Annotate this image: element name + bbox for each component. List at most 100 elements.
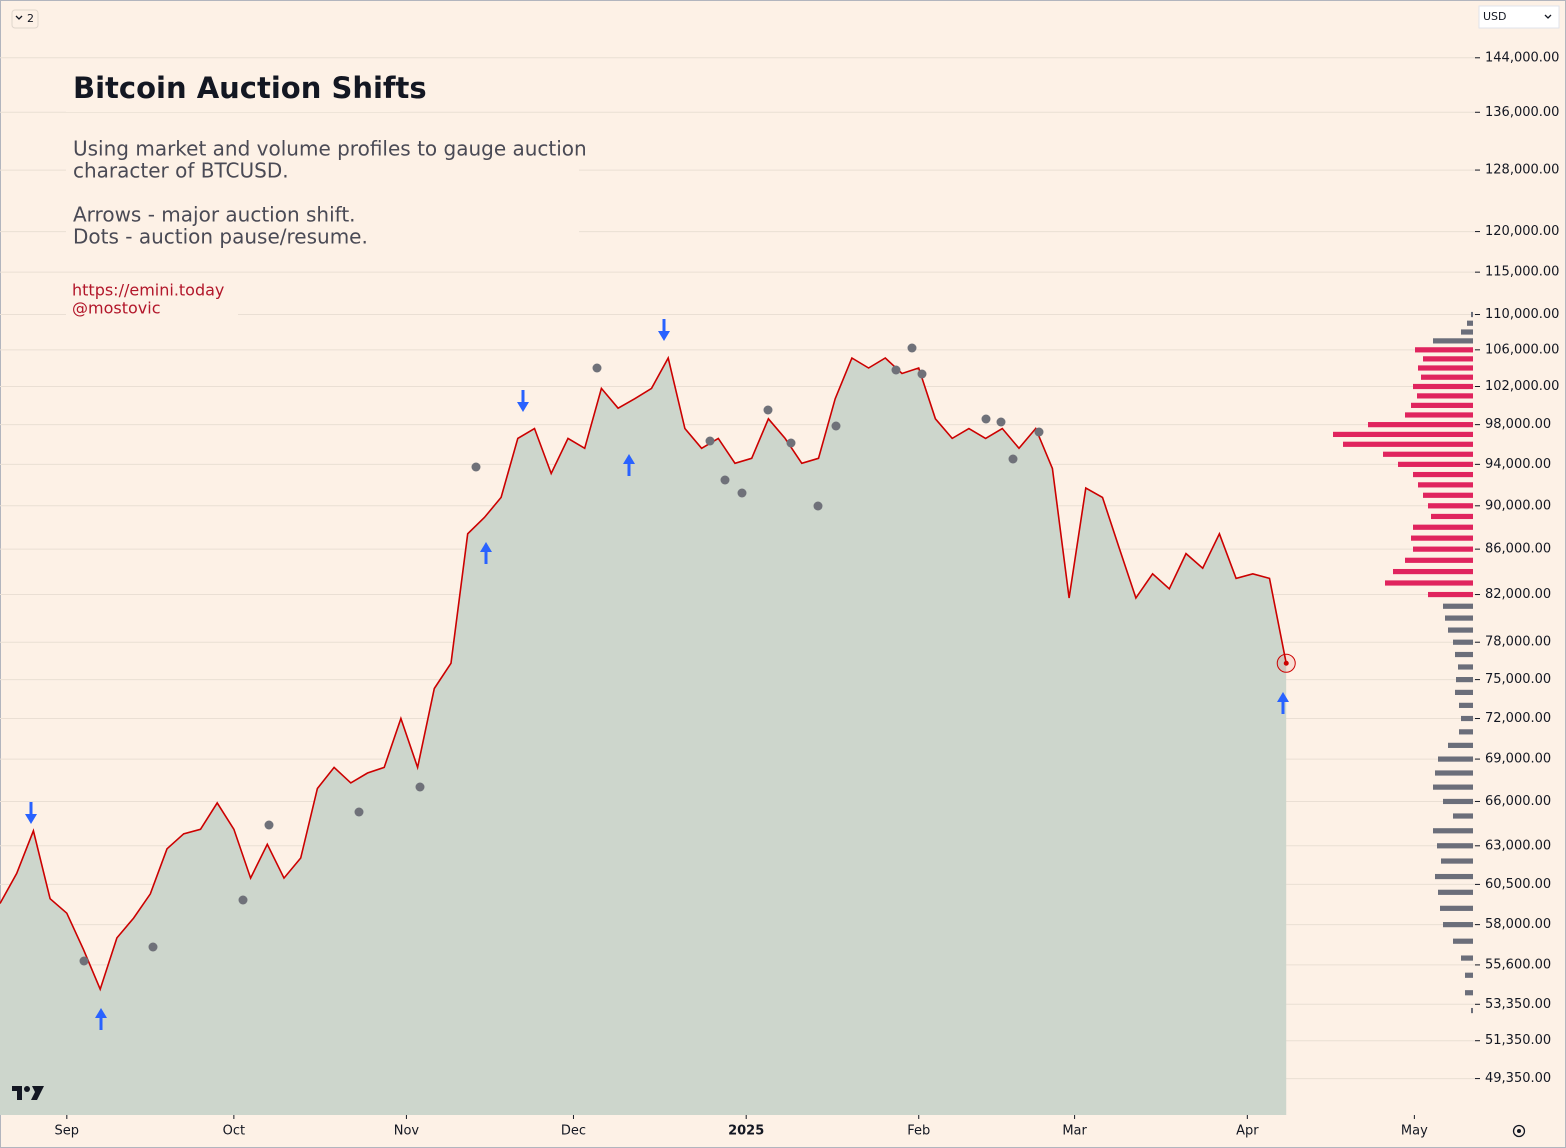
profile-bar	[1458, 664, 1473, 670]
layout-button[interactable]	[11, 9, 39, 29]
profile-bar	[1456, 677, 1473, 683]
currency-select[interactable]	[1478, 5, 1560, 29]
profile-bar	[1413, 471, 1473, 478]
chevron-icon	[15, 15, 23, 20]
volume-profile	[1333, 311, 1473, 1014]
currency-label: USD	[1483, 10, 1507, 23]
profile-bar	[1461, 329, 1473, 335]
chevron-icon	[1544, 14, 1552, 19]
x-tick-label: Nov	[394, 1124, 420, 1139]
profile-bar	[1459, 729, 1473, 735]
title-bg	[66, 68, 400, 112]
layout-count: 2	[27, 12, 34, 25]
profile-bar	[1467, 320, 1473, 326]
profile-bar	[1428, 591, 1473, 598]
profile-bar	[1471, 1007, 1473, 1014]
x-tick-label: Oct	[223, 1124, 245, 1139]
plot	[0, 355, 1296, 1115]
profile-bar	[1443, 603, 1473, 609]
pause-dot	[148, 942, 158, 952]
y-tick-label: 94,000.00	[1485, 457, 1551, 472]
settings-icon[interactable]	[1512, 1124, 1526, 1138]
profile-bar	[1423, 356, 1473, 362]
x-tick-label: Sep	[55, 1124, 80, 1139]
pause-dot	[79, 956, 89, 966]
arrow-head	[1277, 692, 1289, 702]
y-tick-label: 63,000.00	[1485, 838, 1551, 853]
y-tick-label: 53,350.00	[1485, 997, 1551, 1012]
pause-dot	[1008, 454, 1018, 464]
x-tick-label: Mar	[1062, 1124, 1087, 1139]
tv-logo	[12, 1086, 44, 1100]
profile-bar	[1413, 546, 1473, 552]
profile-bar	[1433, 828, 1473, 834]
y-tick-label: 78,000.00	[1485, 635, 1551, 650]
y-tick-label: 144,000.00	[1485, 50, 1559, 65]
profile-bar	[1438, 889, 1473, 895]
profile-bar	[1453, 813, 1473, 819]
y-tick-label: 69,000.00	[1485, 752, 1551, 767]
pause-dot	[354, 807, 364, 817]
y-tick-label: 66,000.00	[1485, 794, 1551, 809]
profile-bar	[1435, 873, 1473, 880]
profile-bar	[1445, 615, 1473, 621]
profile-bar	[1453, 938, 1473, 944]
profile-bar	[1435, 770, 1473, 776]
pause-dot	[907, 343, 917, 353]
pause-dot	[592, 363, 602, 373]
y-tick-label: 72,000.00	[1485, 711, 1551, 726]
arrow-up	[623, 454, 635, 476]
y-tick-label: 90,000.00	[1485, 498, 1551, 513]
profile-bar	[1455, 689, 1473, 695]
handle-text: @mostovic	[72, 299, 160, 318]
profile-bar	[1441, 858, 1473, 864]
y-tick-label: 128,000.00	[1485, 163, 1559, 178]
x-tick-label: Dec	[561, 1124, 586, 1139]
profile-bar	[1417, 393, 1473, 399]
profile-bar	[1415, 347, 1473, 353]
y-tick-label: 82,000.00	[1485, 587, 1551, 602]
axes: 144,000.00 136,000.00 128,000.00 120,000.00…	[55, 50, 1560, 1138]
profile-bar	[1438, 756, 1473, 762]
arrow-down	[517, 390, 529, 412]
y-tick-label: 49,350.00	[1485, 1071, 1551, 1086]
pause-dot	[415, 782, 425, 792]
pause-dot	[891, 365, 901, 375]
profile-bar	[1433, 338, 1473, 344]
arrow-down	[25, 802, 37, 824]
profile-bar	[1431, 513, 1473, 520]
link-text[interactable]: https://emini.today	[72, 281, 224, 300]
pause-dot	[264, 820, 274, 830]
profile-bar	[1405, 557, 1473, 563]
pause-dot	[705, 436, 715, 446]
profile-bar	[1471, 311, 1473, 318]
chart-title: Bitcoin Auction Shifts	[73, 71, 427, 105]
arrow-head	[480, 542, 492, 552]
pause-dot	[1034, 427, 1044, 437]
x-tick-label: May	[1401, 1124, 1428, 1139]
pause-dot	[471, 462, 481, 472]
subtitle-line: Arrows - major auction shift.	[73, 203, 356, 227]
area-fill	[0, 358, 1287, 1115]
profile-bar	[1440, 905, 1473, 911]
y-tick-label: 115,000.00	[1485, 265, 1559, 280]
x-tick-label: Apr	[1236, 1124, 1259, 1139]
pause-dot	[831, 421, 841, 431]
pause-dot	[917, 369, 927, 379]
last-price-dot	[1283, 660, 1289, 666]
profile-bar	[1465, 990, 1473, 996]
arrow-up	[480, 542, 492, 564]
profile-bar	[1411, 535, 1473, 541]
profile-bar	[1343, 441, 1473, 447]
y-tick-label: 75,000.00	[1485, 672, 1551, 687]
pause-dot	[238, 895, 248, 905]
y-tick-label: 102,000.00	[1485, 379, 1559, 394]
profile-bar	[1443, 798, 1473, 805]
y-tick-label: 106,000.00	[1485, 342, 1559, 357]
profile-bar	[1383, 451, 1473, 457]
profile-bar	[1413, 383, 1473, 390]
subtitle-line: Dots - auction pause/resume.	[73, 225, 368, 249]
arrow-head	[25, 814, 37, 824]
pause-dot	[996, 417, 1006, 427]
profile-bar	[1459, 702, 1473, 708]
